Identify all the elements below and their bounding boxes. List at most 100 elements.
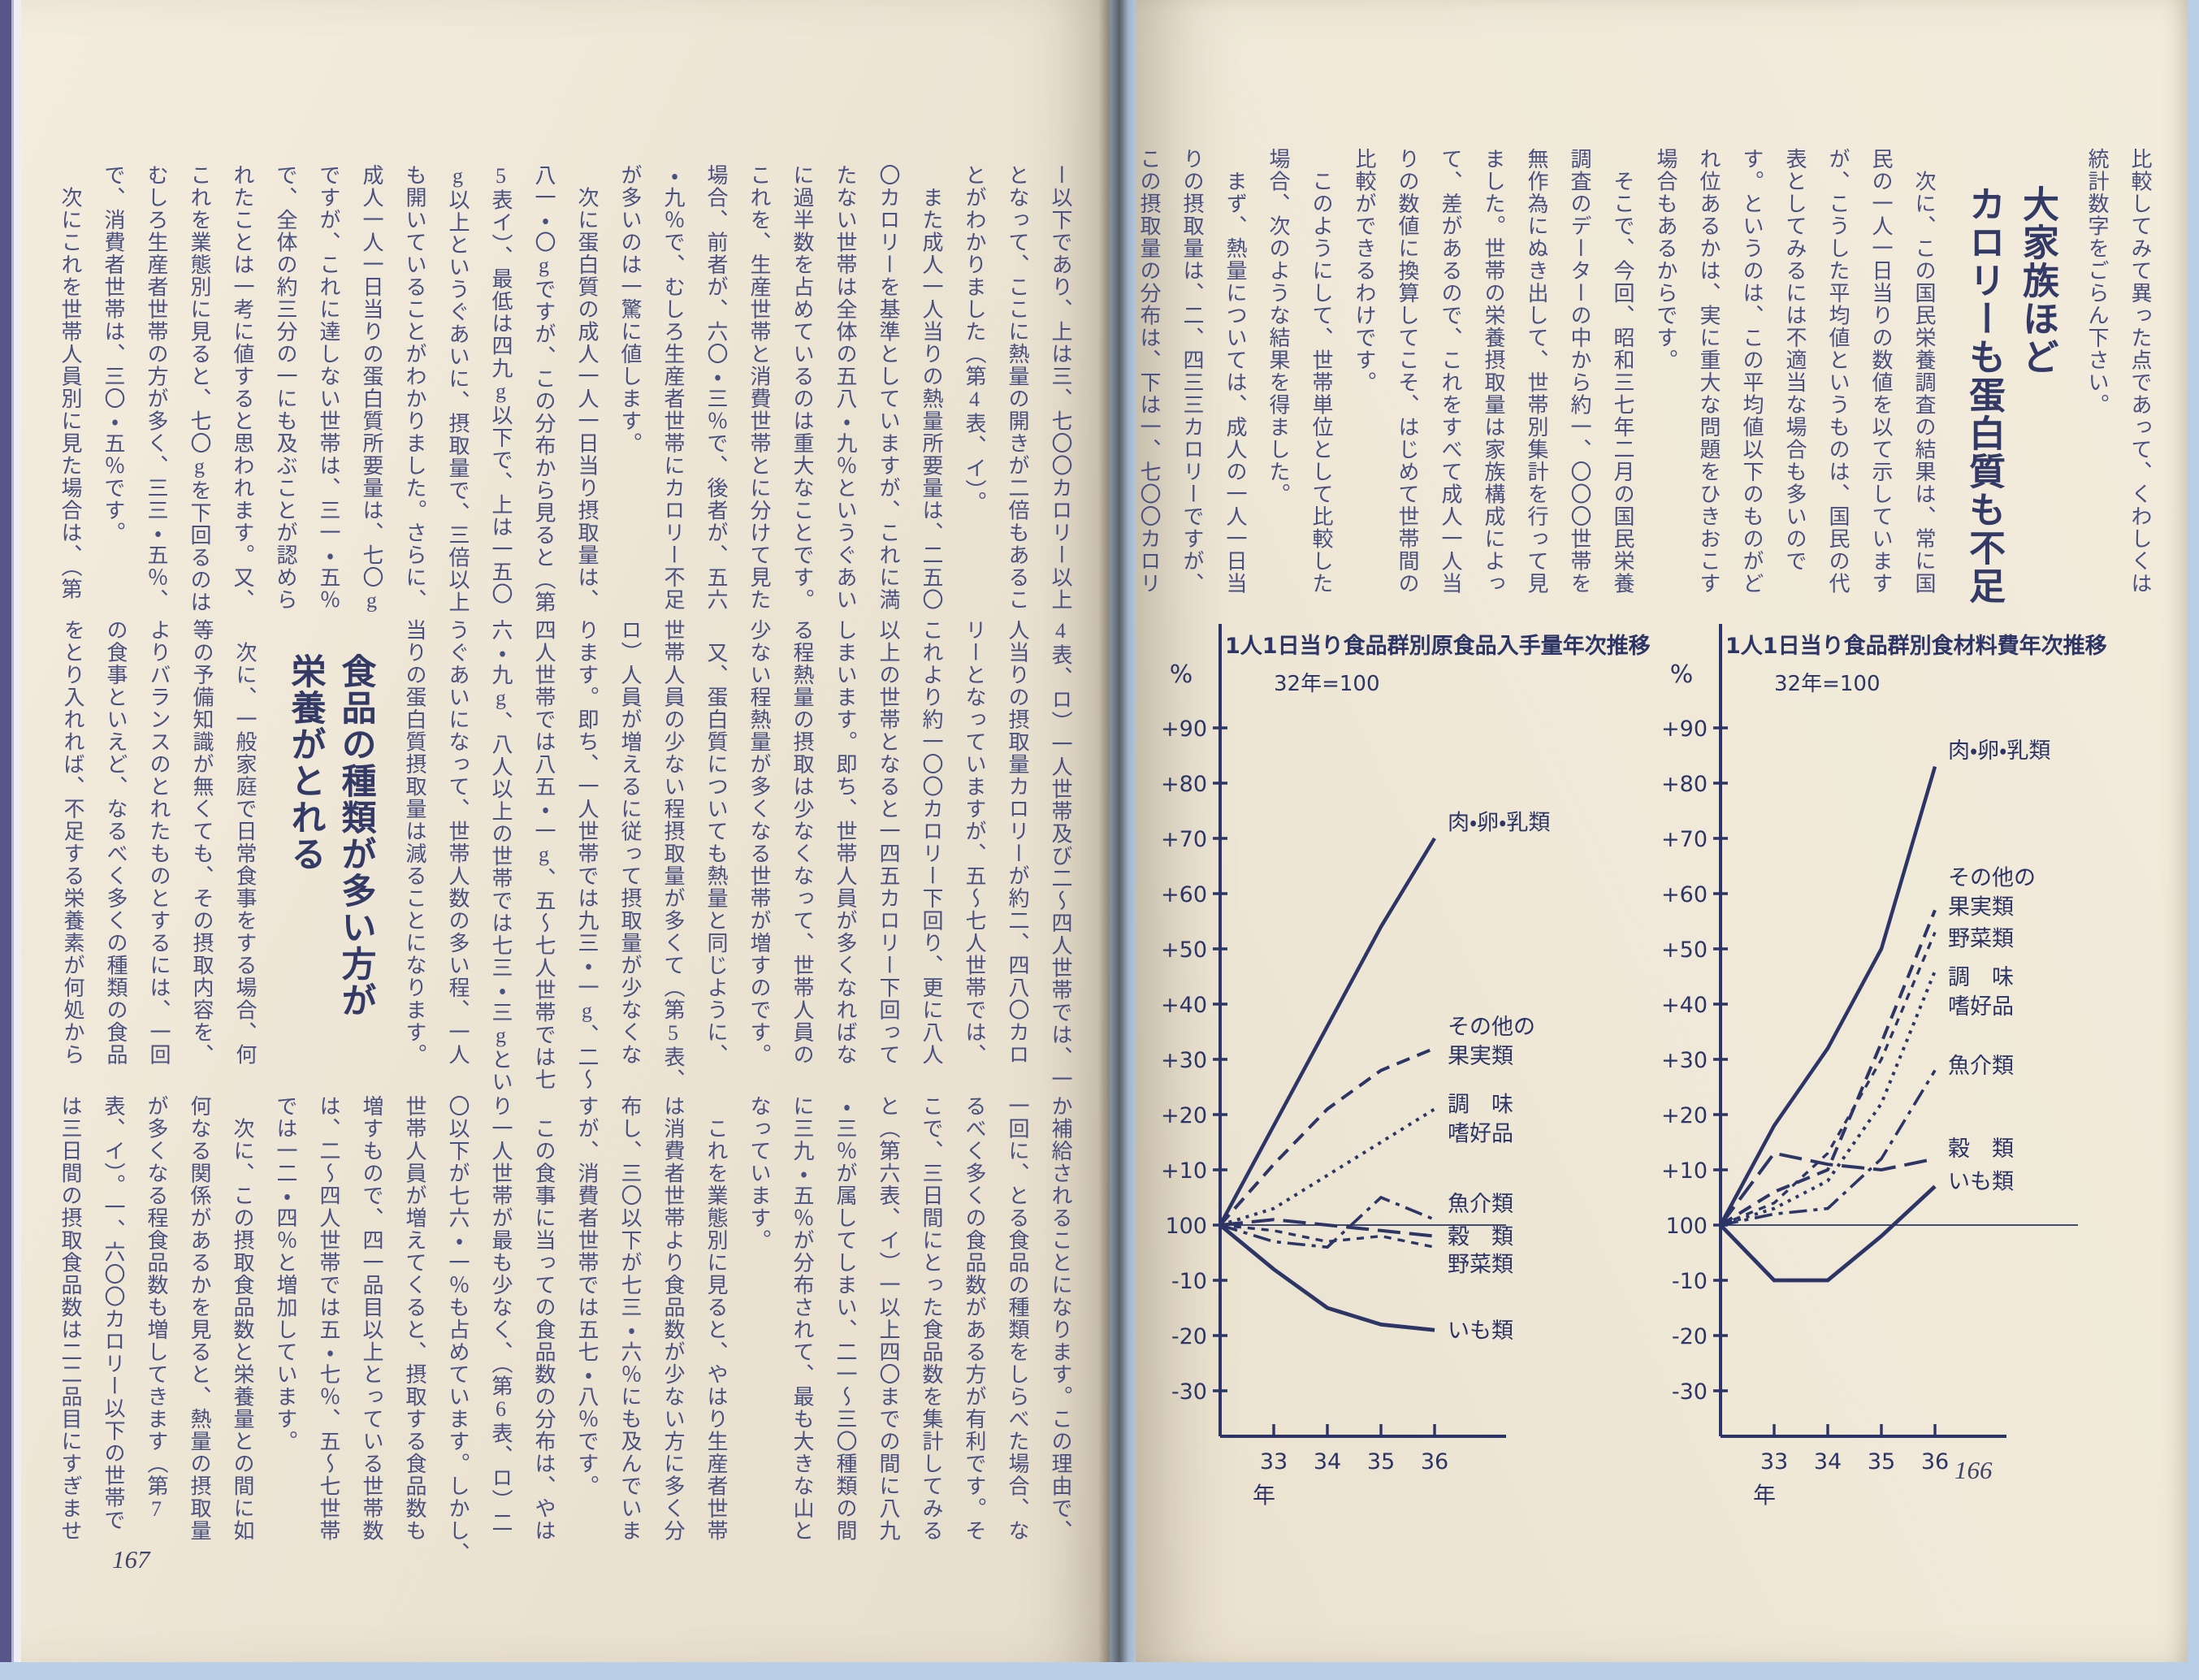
chart-text: 年 [1253, 1482, 1275, 1509]
chart-text: 35 [1367, 1449, 1395, 1474]
backdrop-bottom [0, 1662, 2199, 1680]
chart-text: 33 [1260, 1449, 1288, 1474]
series-line-肉・卵・乳類 [1219, 837, 1436, 1227]
text-column: 四人世帯では八五・一g、五〜七人世帯では七 [532, 619, 556, 1091]
text-column: 成人一人一日当りの蛋白質所要量は、七〇g [360, 164, 383, 613]
text-column: 表、イ）。一、六〇〇カロリー以下の世帯で [102, 1095, 125, 1531]
chart-text: +70 [1661, 827, 1708, 852]
text-column: は三日間の摂取食品数は二二品目にすぎませ [58, 1095, 82, 1542]
text-column: 等の予備知識が無くても、その摂取内容を、 [190, 619, 214, 1066]
chart-text: +10 [1161, 1158, 1207, 1184]
chart-text: 穀 類 [1448, 1225, 1513, 1250]
text-column: よりバランスのとれたものとするには、一回 [147, 619, 171, 1066]
series-line-その他の果実類 [1719, 909, 1937, 1227]
chart-text: 34 [1314, 1449, 1341, 1474]
text-column: りの摂取量は、二、四三三カロリーですが、 [1180, 148, 1204, 595]
text-column: は消費者世帯より食品数が少ない方に多く分 [661, 1095, 685, 1542]
text-column: 次にこれを世帯人員別に見た場合は、（第 [58, 164, 82, 601]
text-column: 比較してみて異った点であって、くわしくは [2128, 148, 2152, 595]
text-column: 世帯人員の少ない程摂取量が多くて（第5表、 [661, 619, 685, 1091]
series-line-穀類 [1219, 1218, 1435, 1238]
text-column: す。というのは、この平均値以下のものがど [1740, 148, 1764, 595]
text-column: たない世帯は全体の五八・九％というぐあい [833, 164, 857, 611]
chart-text: +20 [1161, 1103, 1207, 1128]
text-column: この摂取量の分布は、下は一、七〇〇カロリ [1137, 148, 1161, 595]
text-column: すが、消費者世帯では五七・八％です。 [575, 1095, 599, 1497]
chart-text: -30 [1171, 1379, 1207, 1405]
chart-text: -20 [1171, 1324, 1207, 1349]
chart-text: 33 [1760, 1449, 1788, 1474]
chart-text: -10 [1672, 1269, 1708, 1294]
text-column: 次に、一般家庭で日常食事をする場合、何 [233, 619, 257, 1067]
text-column: ・九％で、むしろ生産者世帯にカロリー不足 [661, 164, 685, 611]
text-column: 民の一人一日当りの数値を以て示しています [1869, 148, 1893, 595]
chart-text: 100 [1165, 1214, 1207, 1239]
series-line-穀類 [1719, 1151, 1936, 1227]
text-column: れ位あるかは、実に重大な問題をひきおこす [1697, 148, 1721, 595]
chart-food-quantity-trend: +90 +80 +70 +60 +50 +40 +30 +20 +10 100 -10 -20 -30 3… [1139, 600, 1669, 1530]
text-column: 場合もあるからです。 [1654, 148, 1677, 371]
text-column: 次に、この国民栄養調査の結果は、常に国 [1912, 148, 1936, 595]
chart-text: 34 [1814, 1449, 1842, 1474]
text-column: に過半数を占めているのは重大なことです。 [790, 164, 814, 611]
text-column: しまいます。即ち、世帯人員が多くなればな [833, 619, 857, 1066]
chart-text: 果実類 [1948, 895, 2014, 920]
text-column: これより約一〇〇カロリー下回り、更に八人 [920, 619, 943, 1066]
series-line-いも類 [1219, 1223, 1435, 1332]
text-column: ・三％が属してしまい、二一〜三〇種類の間 [833, 1095, 857, 1542]
text-column: これを業態別に見ると、やはり生産者世帯 [704, 1095, 728, 1543]
text-column: る程熱量の摂取は少なくなって、世帯人員の [790, 619, 814, 1066]
text-column: リーとなっていますが、五〜七人世帯では、 [963, 619, 986, 1066]
text-column: ロ）人員が増えるに従って摂取量が少なくな [618, 619, 642, 1066]
chart-text: +40 [1661, 993, 1708, 1018]
text-column: うぐあいになって、世帯人数の多い程、一人 [446, 619, 470, 1066]
heading-line: 食品の種類が多い方が [336, 653, 374, 1019]
text-column: これを、生産世帯と消費世帯とに分けて見た [747, 164, 771, 611]
series-line-肉・卵・乳類 [1719, 765, 1937, 1227]
text-column: 表としてみるには不適当な場合も多いので [1783, 148, 1807, 573]
text-column: り一人世帯が最も少なく、（第6表、ロ）二 [489, 1095, 513, 1534]
chart-text: +50 [1661, 937, 1708, 963]
chart-text: 肉・卵・乳類 [1448, 811, 1550, 836]
heading-line: カロリーも蛋白質も不足 [1963, 185, 2004, 605]
chart-text: 32年=100 [1774, 672, 1881, 696]
text-column: れたことは一考に値すると思われます。又、 [231, 164, 254, 611]
chart-text: 野菜類 [1948, 926, 2014, 951]
chart-text: -10 [1171, 1269, 1207, 1294]
chart-text: 35 [1868, 1449, 1895, 1474]
series-line-いも類 [1719, 1184, 1937, 1283]
chart-canvas: +90 +80 +70 +60 +50 +40 +30 +20 +10 100 -10 -20 -30 3… [1661, 624, 2107, 1509]
chart-text: 36 [1921, 1449, 1949, 1474]
series-line-その他の果実類 [1219, 1046, 1435, 1227]
text-column: とがわかりました（第4表、イ）。 [963, 164, 986, 513]
chart-text: 魚介類 [1448, 1192, 1513, 1217]
chart-text: 調 味 [1948, 965, 2014, 990]
text-column: ー以下であり、上は三、七〇〇カロリー以上 [1049, 164, 1072, 611]
section-heading-large-family: 大家族ほど カロリーも蛋白質も不足 [1957, 148, 2064, 635]
chart-text: +90 [1661, 717, 1708, 742]
chart-text: +90 [1161, 717, 1207, 742]
text-column: の食事といえど、なるべく多くの種類の食品 [104, 619, 128, 1066]
series-line-魚介類 [1720, 1069, 1937, 1227]
text-band-bottom: か補給されることになります。この理由で、 一回に、とる食品の種類をしらべた場合、な… [49, 1095, 1082, 1570]
text-block: 比較してみて異った点であって、くわしくは 統計数字をごらん下さい。 大家族ほど カ… [1136, 148, 2162, 635]
chart-text: 年 [1753, 1482, 1776, 1509]
chart-text: +40 [1161, 993, 1207, 1018]
text-column: 六・九g、八人以上の世帯では七三・三gとい [489, 619, 513, 1093]
text-column: また成人一人当りの熱量所要量は、二五〇 [920, 164, 943, 612]
text-column: 布し、三〇以下が七三・六％にも及んでいま [618, 1095, 642, 1542]
chart-text: 野菜類 [1448, 1253, 1513, 1278]
text-column: こで、三日間にとった食品数を集計してみる [920, 1095, 943, 1542]
text-column: 〇以下が七六・一％も占めています。しかし、 [446, 1095, 470, 1565]
chart-text: % [1170, 660, 1193, 689]
chart-text: +20 [1661, 1103, 1708, 1128]
chart-canvas: +90 +80 +70 +60 +50 +40 +30 +20 +10 100 -10 -20 -30 3… [1161, 624, 1651, 1509]
text-column: をとり入れれば、不足する栄養素が何処から [61, 619, 84, 1066]
text-column: なっています。 [747, 1095, 771, 1252]
chart-text: +60 [1161, 882, 1207, 907]
series-line-調味嗜好品 [1219, 1107, 1436, 1227]
heading-line: 栄養がとれる [286, 653, 324, 872]
text-column: 何なる関係があるかを見ると、熱量の摂取量 [188, 1095, 211, 1542]
text-column: 場合、前者が、六〇・三％で、後者が、五六 [704, 164, 728, 611]
text-column: むしろ生産者世帯の方が多く、三三・五％、 [145, 164, 168, 611]
